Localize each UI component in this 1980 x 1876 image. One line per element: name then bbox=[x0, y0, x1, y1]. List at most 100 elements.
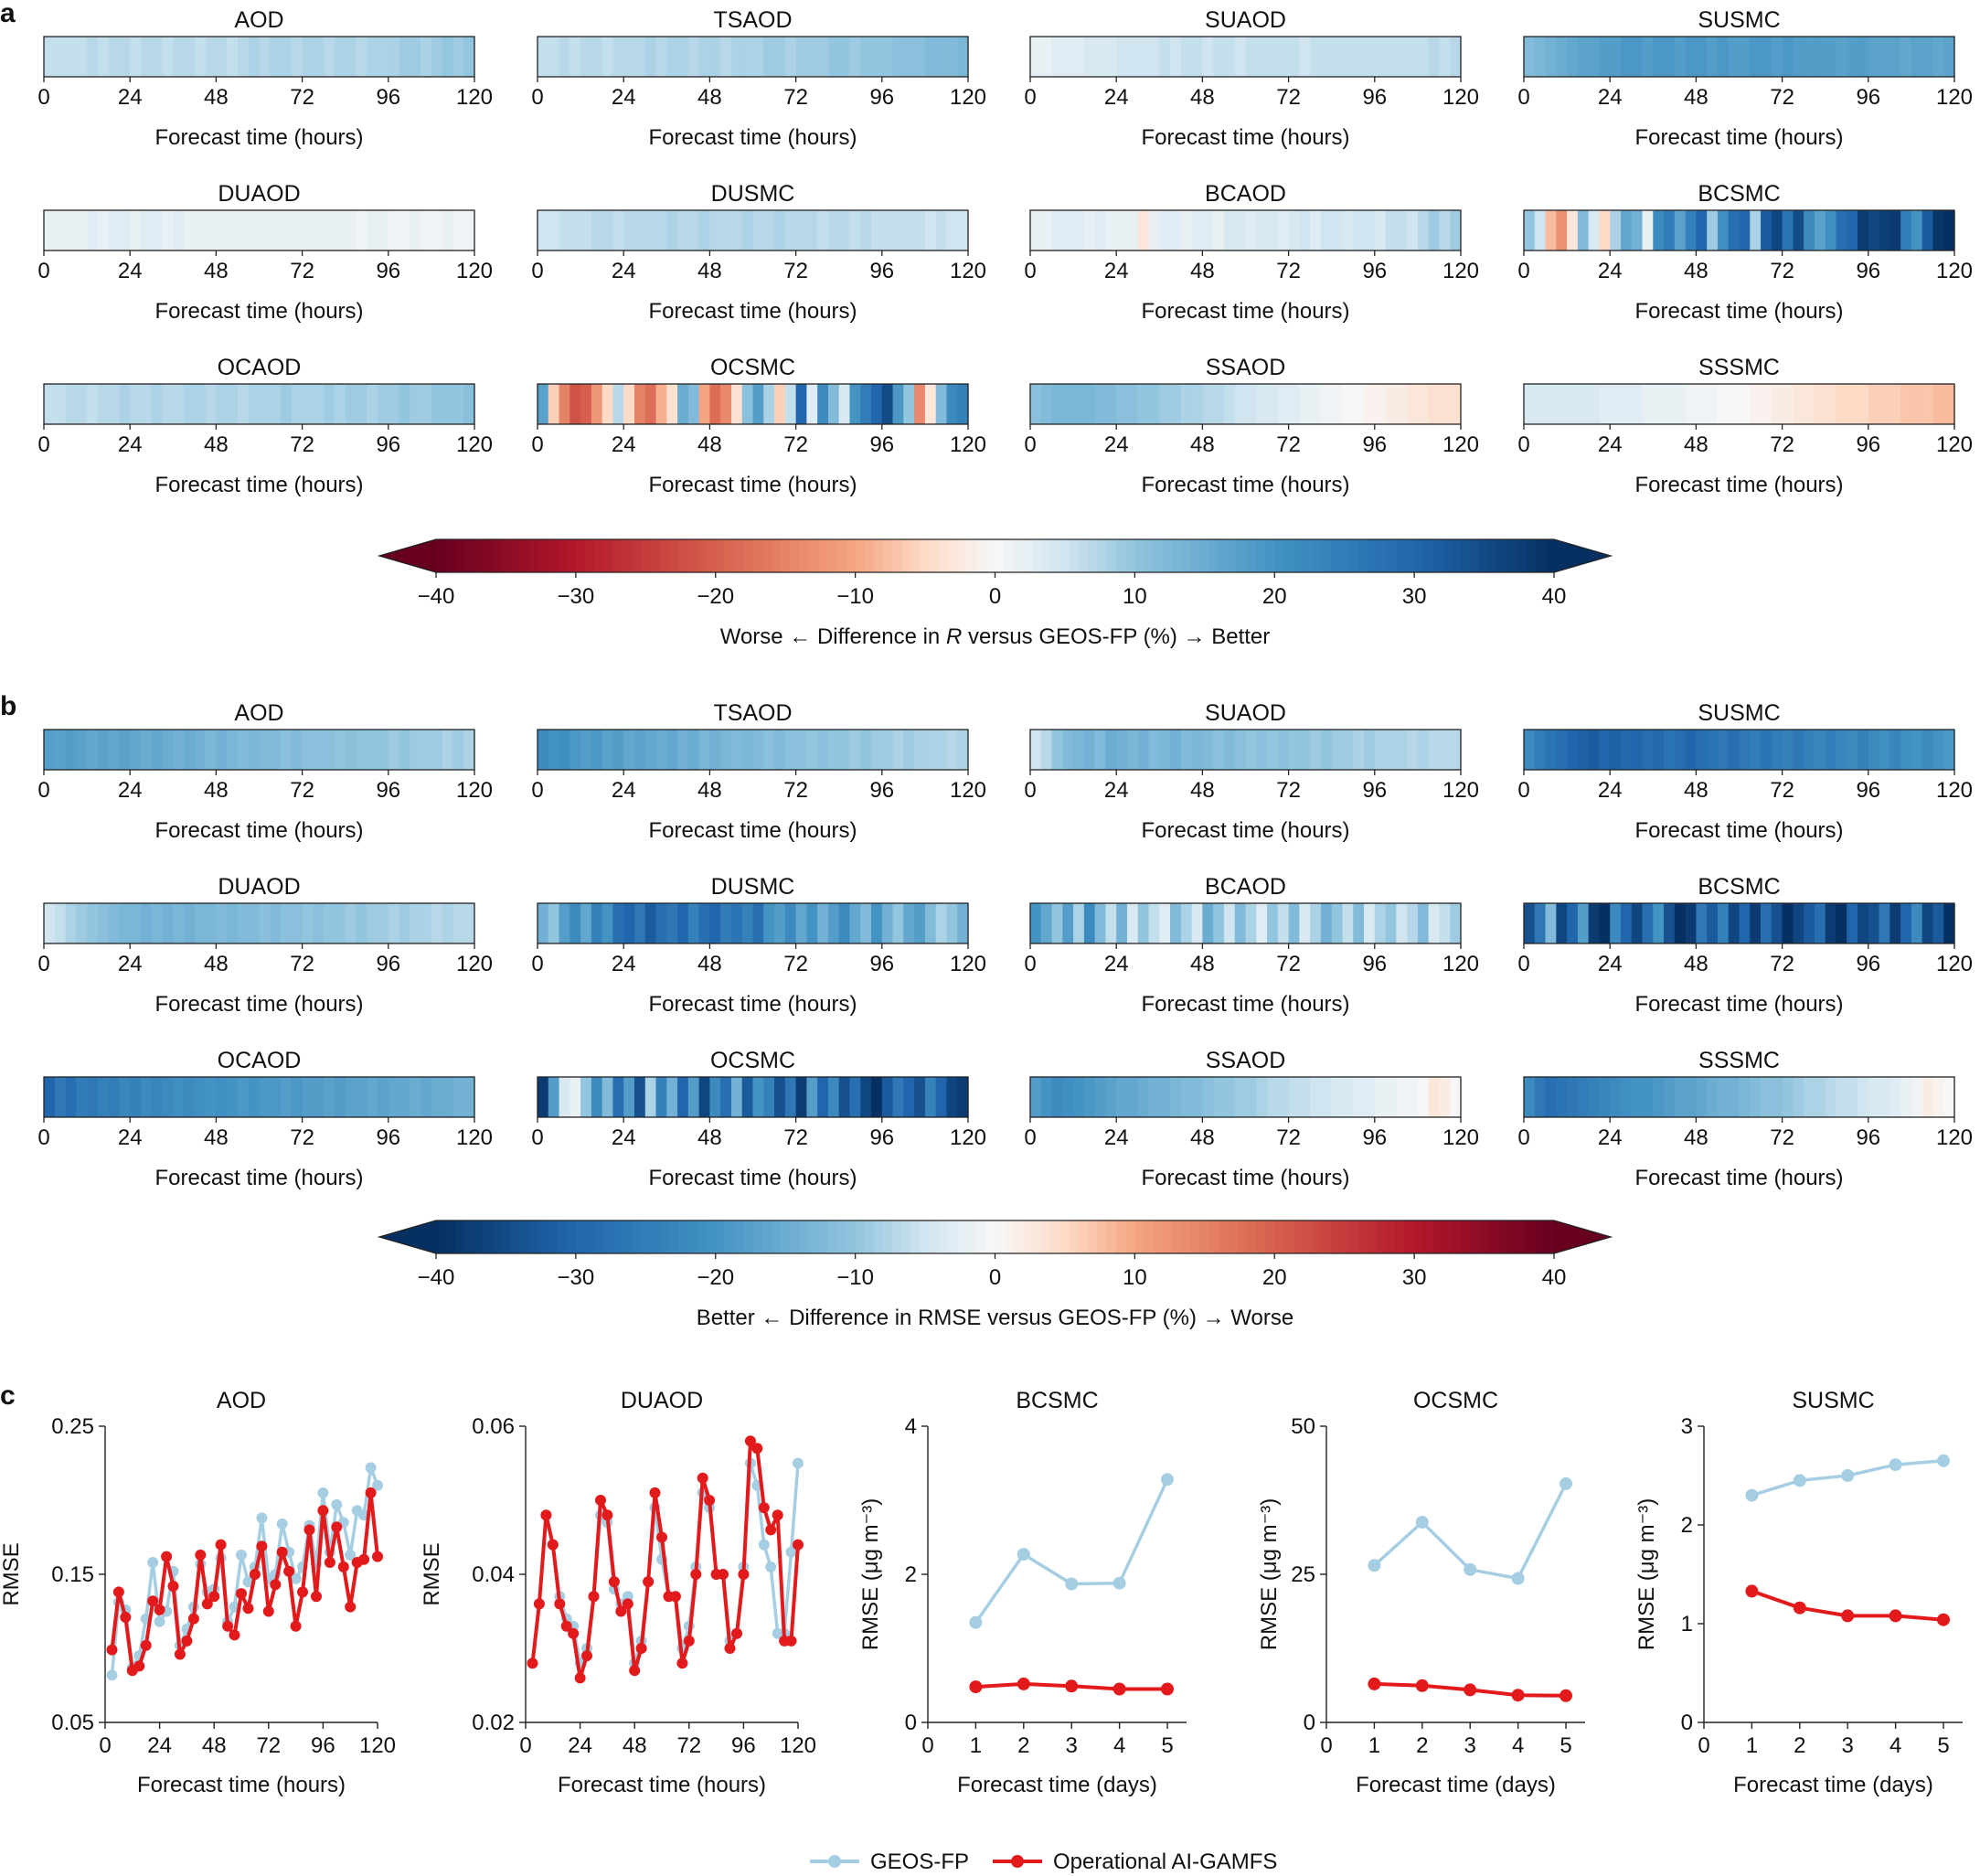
heatmap-cell-b-ocaod bbox=[108, 1077, 121, 1117]
heatmap-cell-a-duaod bbox=[227, 210, 239, 250]
heatmap-cell-a-tsaod bbox=[570, 37, 581, 77]
heatmap-cell-b-ssaod bbox=[1364, 1077, 1376, 1117]
heatmap-cell-b-susmc bbox=[1804, 730, 1815, 770]
data-point-operational-ai-gamfs bbox=[1415, 1679, 1429, 1692]
heatmap-tick-label: 120 bbox=[1936, 952, 1973, 976]
heatmap-tick-label: 24 bbox=[612, 778, 636, 803]
heatmap-cell-a-duaod bbox=[130, 210, 142, 250]
colorbar-segment bbox=[463, 1220, 474, 1253]
heatmap-cell-a-susmc bbox=[1911, 37, 1923, 77]
heatmap-cell-b-sssmc bbox=[1793, 1077, 1804, 1117]
heatmap-cell-a-tsaod bbox=[709, 37, 721, 77]
colorbar-segment bbox=[790, 1220, 801, 1253]
colorbar-tick-label: −10 bbox=[836, 1265, 874, 1290]
heatmap-frame-b-susmc bbox=[1523, 729, 1955, 771]
colorbar-segment bbox=[668, 1220, 679, 1253]
heatmap-cell-a-sssmc bbox=[1911, 384, 1923, 424]
heatmap-cell-a-sssmc bbox=[1879, 384, 1890, 424]
colorbar-segment bbox=[799, 1220, 810, 1253]
heatmap-cell-a-duaod bbox=[420, 210, 432, 250]
data-point-operational-ai-gamfs bbox=[249, 1569, 261, 1580]
heatmap-xlabel: Forecast time (hours) bbox=[154, 473, 363, 497]
heatmap-cell-b-suaod bbox=[1256, 730, 1268, 770]
y-tick-label: 4 bbox=[905, 1414, 917, 1439]
heatmap-cell-a-ocsmc bbox=[871, 384, 883, 424]
data-point-operational-ai-gamfs bbox=[1017, 1677, 1030, 1690]
heatmap-cell-a-dusmc bbox=[871, 210, 883, 250]
data-point-geos-fp bbox=[1793, 1474, 1806, 1487]
heatmap-tick-label: 96 bbox=[1856, 432, 1880, 457]
colorbar-tick-label: −30 bbox=[558, 1265, 595, 1290]
heatmap-cell-a-dusmc bbox=[752, 210, 764, 250]
heatmap-cell-b-suaod bbox=[1450, 730, 1462, 770]
colorbar-segment bbox=[482, 1220, 493, 1253]
heatmap-frame-a-ssaod bbox=[1029, 383, 1462, 425]
heatmap-cell-a-suaod bbox=[1191, 37, 1204, 77]
heatmap-xlabel: Forecast time (hours) bbox=[154, 818, 363, 843]
data-point-operational-ai-gamfs bbox=[365, 1487, 377, 1498]
heatmap-cell-a-ocaod bbox=[345, 384, 357, 424]
heatmap-cell-b-ssaod bbox=[1385, 1077, 1397, 1117]
heatmap-tick-label: 24 bbox=[612, 432, 636, 457]
colorbar-segment bbox=[901, 539, 912, 572]
heatmap-cell-a-tsaod bbox=[860, 37, 872, 77]
heatmap-cell-a-bcaod bbox=[1202, 210, 1214, 250]
heatmap-cell-b-tsaod bbox=[935, 730, 948, 770]
heatmap-cell-a-ocaod bbox=[227, 384, 239, 424]
heatmap-cell-a-aod bbox=[151, 37, 164, 77]
heatmap-tick-label: 0 bbox=[531, 1125, 543, 1150]
heatmap-tick-label: 72 bbox=[290, 1125, 314, 1150]
heatmap-cell-b-duaod bbox=[162, 903, 174, 943]
heatmap-cell-a-tsaod bbox=[591, 37, 603, 77]
y-tick-label: 3 bbox=[1681, 1414, 1693, 1439]
x-tick-label: 72 bbox=[256, 1733, 281, 1758]
heatmap-xlabel: Forecast time (hours) bbox=[648, 1166, 857, 1190]
heatmap-cell-a-ocaod bbox=[367, 384, 378, 424]
heatmap-cell-a-ocsmc bbox=[881, 384, 894, 424]
heatmap-cell-b-ssaod bbox=[1202, 1077, 1214, 1117]
heatmap-cell-a-bcaod bbox=[1364, 210, 1376, 250]
heatmap-cell-a-bcaod bbox=[1051, 210, 1063, 250]
heatmap-cell-b-dusmc bbox=[687, 903, 700, 943]
heatmap-title-a-bcaod: BCAOD bbox=[1205, 181, 1286, 207]
heatmap-cell-a-ssaod bbox=[1170, 384, 1182, 424]
data-point-operational-ai-gamfs bbox=[208, 1591, 220, 1603]
heatmap-cell-a-suaod bbox=[1083, 37, 1096, 77]
heatmap-cell-b-ssaod bbox=[1374, 1077, 1387, 1117]
colorbar-segment bbox=[575, 539, 586, 572]
colorbar-segment bbox=[1255, 1220, 1266, 1253]
heatmap-tick-label: 48 bbox=[1684, 1125, 1709, 1150]
heatmap-cell-b-sssmc bbox=[1674, 1077, 1687, 1117]
heatmap-cell-b-suaod bbox=[1148, 730, 1160, 770]
heatmap-cell-b-bcaod bbox=[1105, 903, 1117, 943]
heatmap-cell-b-duaod bbox=[442, 903, 454, 943]
data-point-operational-ai-gamfs bbox=[533, 1598, 545, 1610]
heatmap-cell-b-aod bbox=[130, 730, 142, 770]
colorbar-segment bbox=[1461, 1220, 1471, 1253]
heatmap-cell-a-ocaod bbox=[452, 384, 464, 424]
heatmap-cell-b-tsaod bbox=[892, 730, 904, 770]
heatmap-cell-a-bcaod bbox=[1310, 210, 1322, 250]
heatmap-cell-a-susmc bbox=[1524, 37, 1536, 77]
heatmap-cell-a-dusmc bbox=[538, 210, 549, 250]
colorbar-segment bbox=[790, 539, 801, 572]
heatmap-cell-a-aod bbox=[324, 37, 335, 77]
heatmap-cell-a-susmc bbox=[1577, 37, 1590, 77]
heatmap-tick-label: 48 bbox=[697, 85, 722, 110]
colorbar-segment bbox=[1041, 1220, 1052, 1253]
data-point-operational-ai-gamfs bbox=[622, 1598, 633, 1610]
heatmap-cell-a-duaod bbox=[463, 210, 475, 250]
heatmap-cell-b-duaod bbox=[334, 903, 346, 943]
heatmap-cell-a-duaod bbox=[334, 210, 346, 250]
heatmap-tick-label: 24 bbox=[1104, 952, 1129, 976]
heatmap-cell-b-susmc bbox=[1717, 730, 1730, 770]
heatmap-cell-b-ssaod bbox=[1310, 1077, 1322, 1117]
colorbar-segment bbox=[910, 539, 921, 572]
y-tick-label: 0 bbox=[905, 1711, 917, 1735]
heatmap-cell-b-dusmc bbox=[795, 903, 807, 943]
data-point-operational-ai-gamfs bbox=[718, 1569, 729, 1580]
data-point-geos-fp bbox=[317, 1487, 329, 1498]
